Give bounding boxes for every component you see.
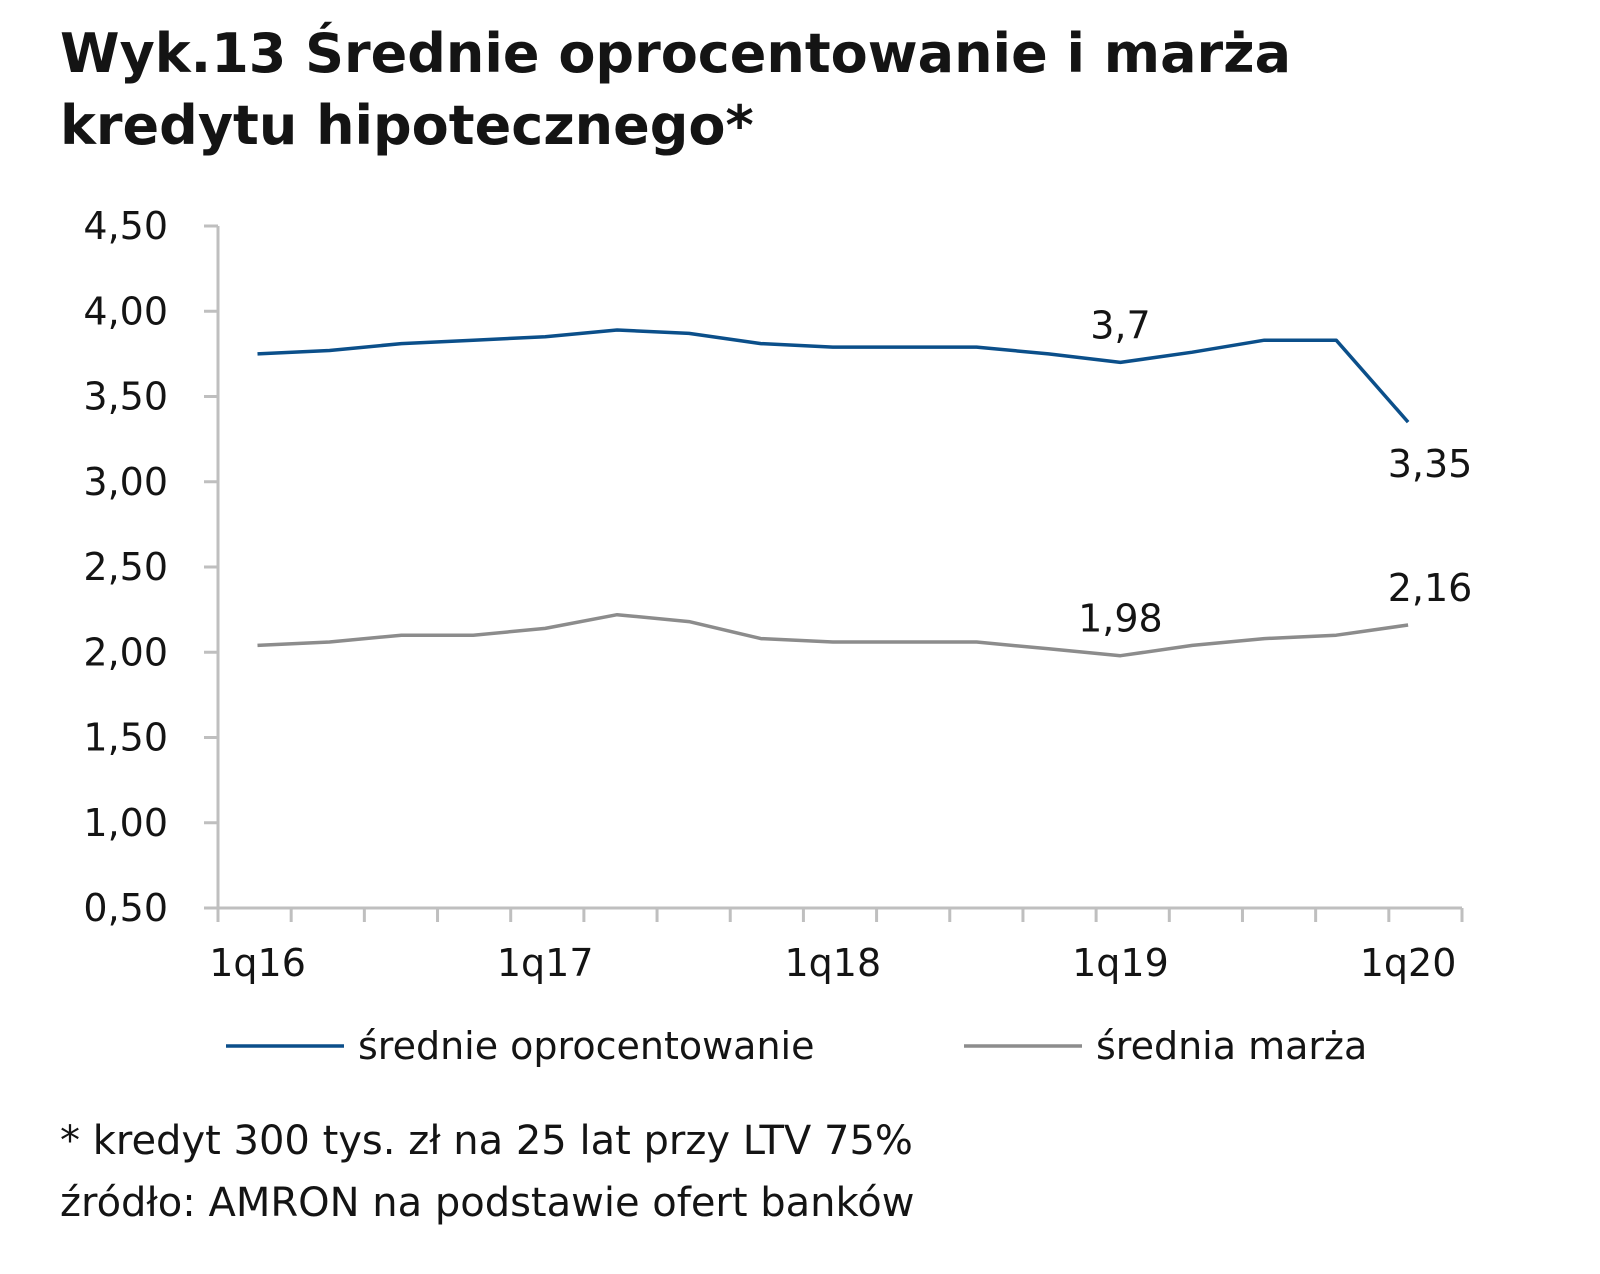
chart-axes: 4,50 4,00 3,50 3,00 2,50 2,00 1,50 1,00 0,50 1q16… <box>83 204 1464 985</box>
data-label: 2,16 <box>1388 566 1473 610</box>
x-tick-label: 1q20 <box>1360 941 1457 985</box>
x-tick-label: 1q17 <box>497 941 594 985</box>
y-tick-label: 2,50 <box>83 545 168 589</box>
y-tick-label: 1,00 <box>83 801 168 845</box>
x-tick-label: 1q19 <box>1072 941 1169 985</box>
series-line-2 <box>257 612 1409 658</box>
source-note: źródło: AMRON na podstawie ofert banków <box>60 1180 915 1226</box>
data-label: 1,98 <box>1078 597 1163 641</box>
x-tick-label: 1q18 <box>784 941 881 985</box>
data-label: 3,7 <box>1090 303 1150 347</box>
footnote: * kredyt 300 tys. zł na 25 lat przy LTV … <box>60 1118 913 1164</box>
data-label: 3,35 <box>1388 442 1473 486</box>
chart-series <box>257 328 1410 658</box>
y-tick-label: 0,50 <box>83 886 168 930</box>
series-line-1 <box>257 328 1410 424</box>
chart-legend: średnie oprocentowanie średnia marża <box>226 1024 1367 1068</box>
y-tick-label: 4,50 <box>83 204 168 248</box>
legend-label-2: średnia marża <box>1096 1024 1367 1068</box>
y-tick-label: 3,00 <box>83 460 168 504</box>
y-tick-label: 1,50 <box>83 716 168 760</box>
chart-data-labels: 3,7 3,35 1,98 2,16 <box>1078 303 1472 640</box>
legend-label-1: średnie oprocentowanie <box>358 1024 814 1068</box>
x-tick-label: 1q16 <box>209 941 306 985</box>
y-tick-label: 2,00 <box>83 630 168 674</box>
chart-title: Wyk.13 Średnie oprocentowanie i marża kr… <box>60 22 1292 157</box>
y-tick-label: 3,50 <box>83 375 168 419</box>
y-tick-label: 4,00 <box>83 289 168 333</box>
